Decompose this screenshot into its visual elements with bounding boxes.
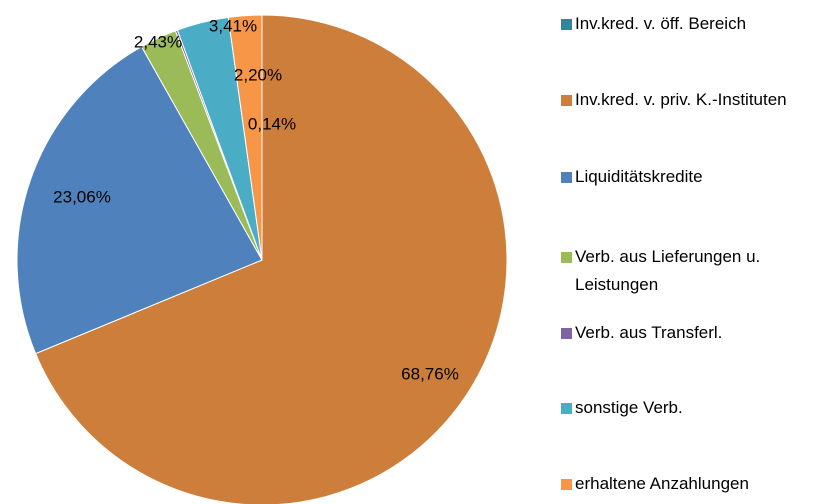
legend-item: Liquiditätskredite — [561, 163, 831, 191]
legend-item: sonstige Verb. — [561, 394, 831, 422]
pie-slice — [34, 14, 508, 504]
data-label: 2,43% — [134, 32, 182, 51]
pie-slice — [16, 45, 263, 355]
legend-label: Liquiditätskredite — [575, 167, 703, 186]
data-label: 0,14% — [248, 114, 296, 133]
legend-item: Verb. aus Lieferungen u. Leistungen — [561, 243, 831, 299]
pie-slice — [227, 14, 263, 261]
legend-swatch — [561, 172, 572, 183]
legend-swatch — [561, 252, 572, 263]
legend-label: Verb. aus Transferl. — [575, 323, 723, 342]
data-label: 3,41% — [209, 16, 257, 35]
legend-label: Verb. aus Lieferungen u. Leistungen — [575, 247, 761, 294]
data-label: 2,20% — [234, 65, 282, 84]
legend-item: erhaltene Anzahlungen — [561, 470, 831, 498]
legend-item: Inv.kred. v. öff. Bereich — [561, 10, 831, 38]
legend-swatch — [561, 95, 572, 106]
data-label: 68,76% — [401, 364, 459, 383]
legend-label: sonstige Verb. — [575, 398, 683, 417]
legend-swatch — [561, 479, 572, 490]
legend-item: Verb. aus Transferl. — [561, 319, 831, 347]
data-label: 23,06% — [53, 187, 111, 206]
legend-label: Inv.kred. v. öff. Bereich — [575, 14, 747, 33]
legend-swatch — [561, 19, 572, 30]
legend-item: Inv.kred. v. priv. K.-Instituten — [561, 86, 831, 114]
legend-label: Inv.kred. v. priv. K.-Instituten — [575, 90, 787, 109]
legend-swatch — [561, 403, 572, 414]
legend-label: erhaltene Anzahlungen — [575, 474, 749, 493]
legend-swatch — [561, 328, 572, 339]
